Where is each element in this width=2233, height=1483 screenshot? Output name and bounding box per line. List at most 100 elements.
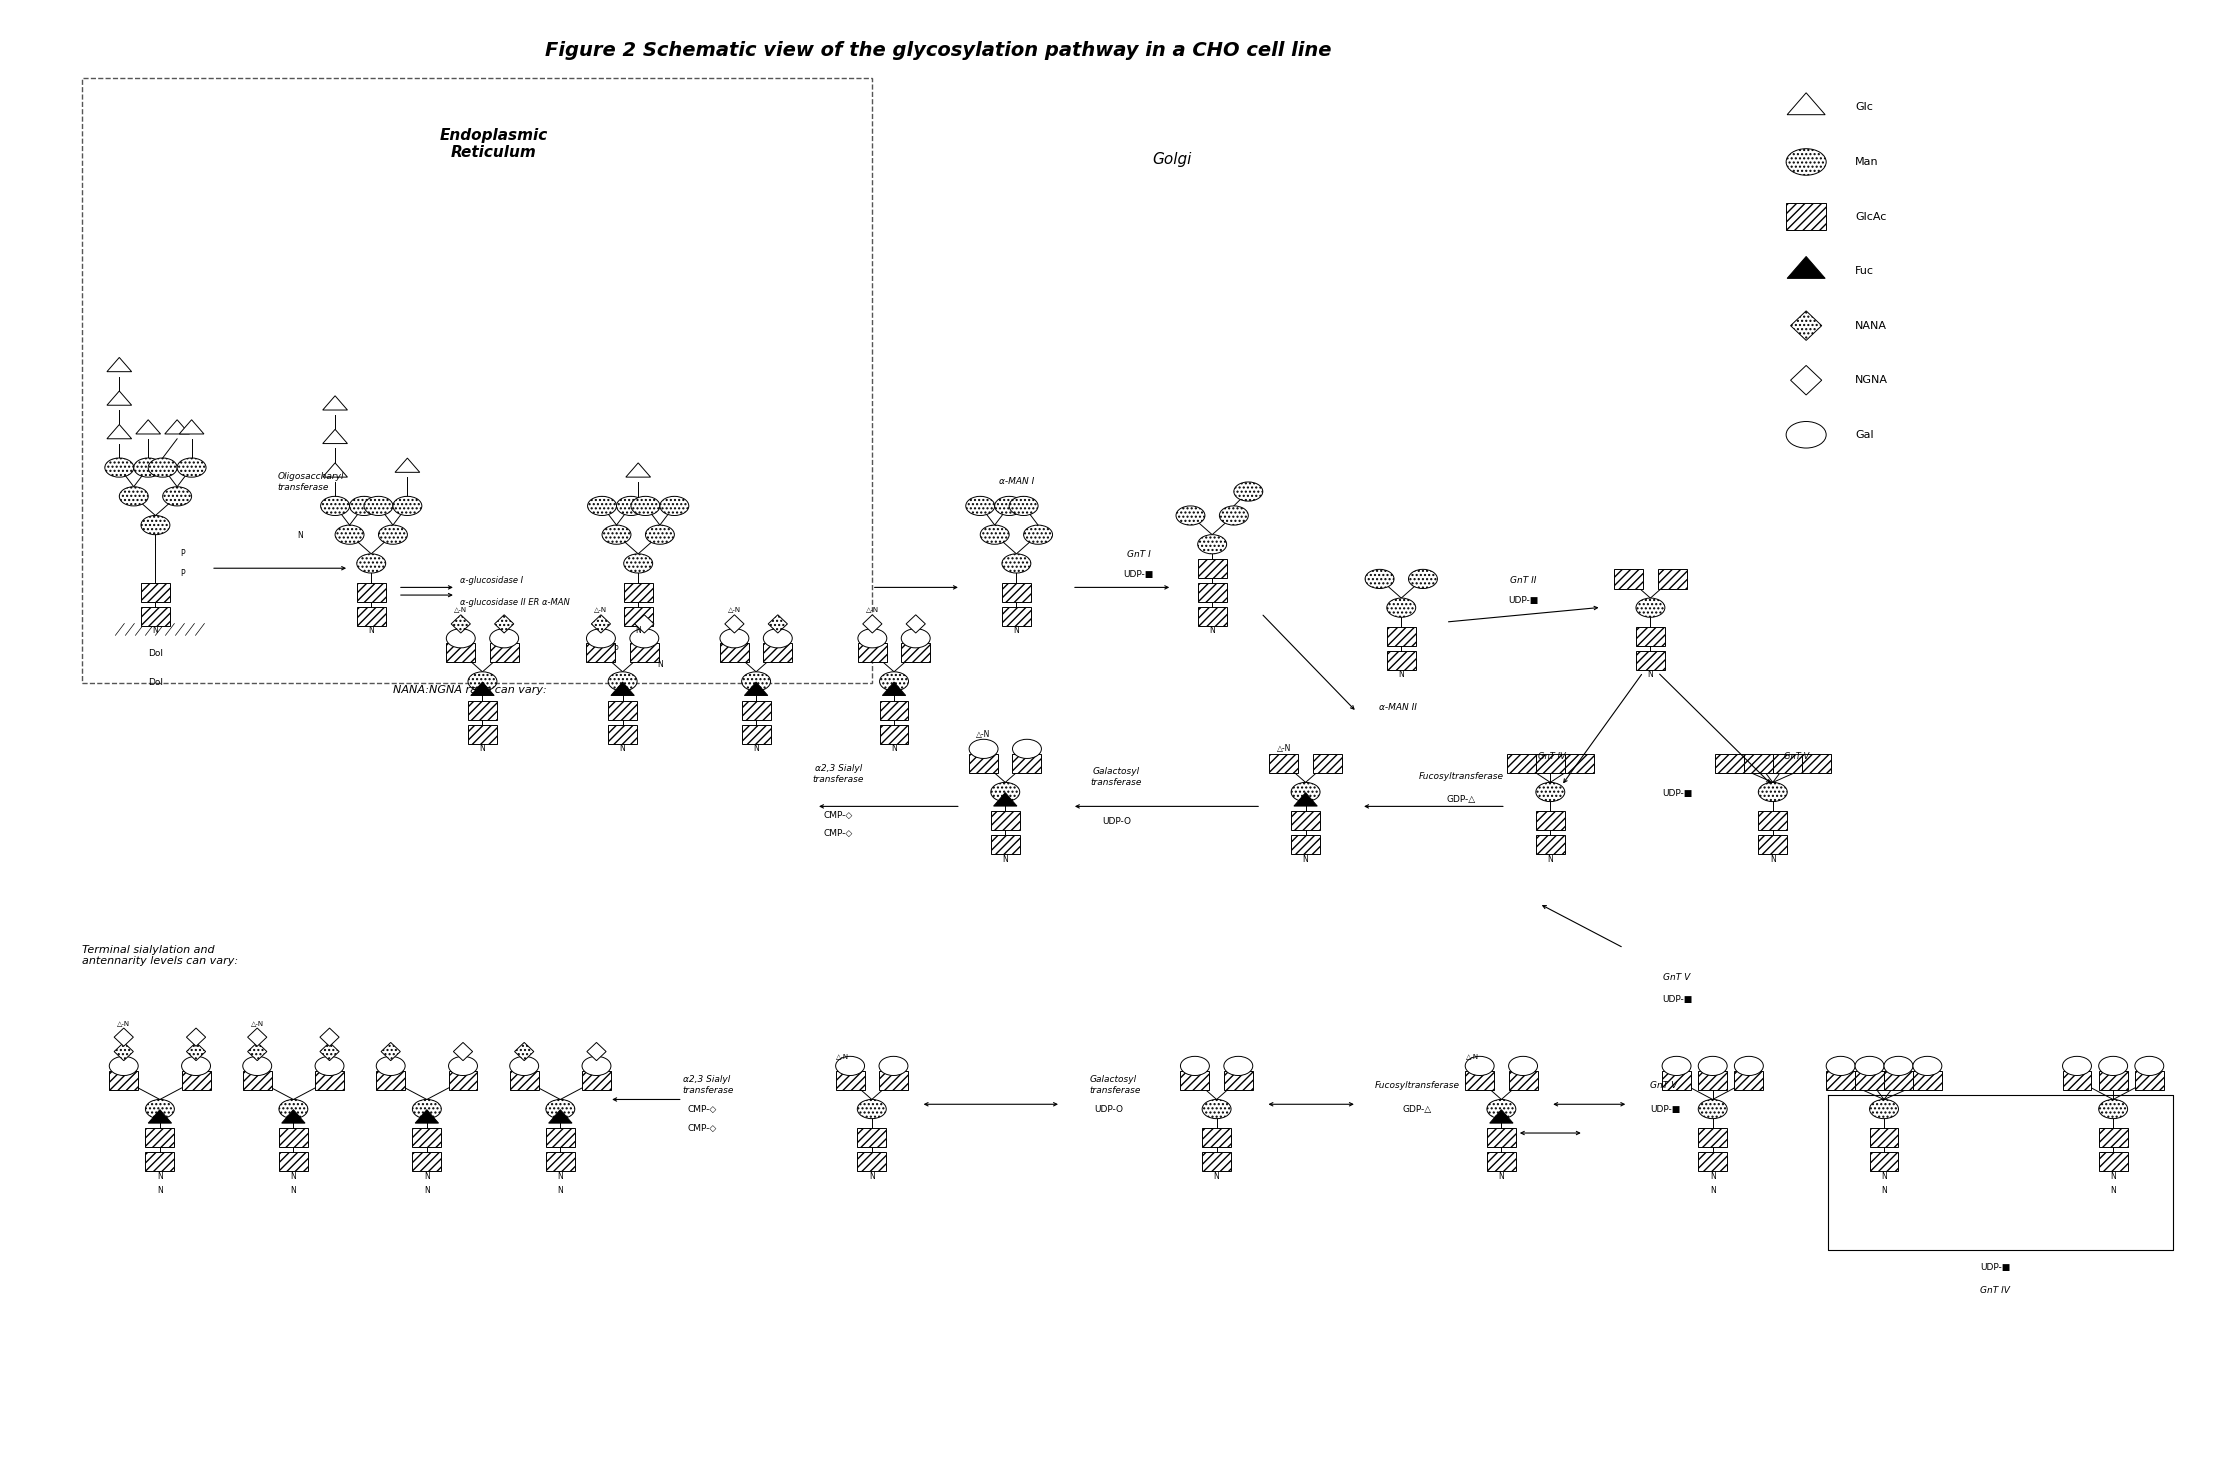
Polygon shape	[179, 420, 203, 435]
Circle shape	[176, 458, 205, 478]
Bar	[1387, 627, 1416, 647]
Circle shape	[623, 553, 652, 572]
Bar	[1291, 811, 1320, 830]
Circle shape	[902, 629, 931, 648]
Circle shape	[509, 1056, 538, 1075]
Circle shape	[2099, 1099, 2128, 1118]
Text: GnT IV: GnT IV	[1981, 1286, 2010, 1295]
Bar	[587, 644, 616, 663]
Bar	[315, 1071, 344, 1090]
Circle shape	[1023, 525, 1052, 544]
Polygon shape	[744, 682, 768, 696]
Bar	[1197, 559, 1226, 578]
Bar	[357, 583, 386, 602]
Circle shape	[351, 497, 377, 516]
Bar	[1012, 753, 1041, 773]
Circle shape	[1224, 1056, 1253, 1075]
Polygon shape	[471, 682, 493, 696]
Bar	[741, 700, 770, 719]
Polygon shape	[549, 1109, 572, 1123]
Text: α-glucosidase II ER α-MAN: α-glucosidase II ER α-MAN	[460, 598, 569, 607]
Circle shape	[1181, 1056, 1210, 1075]
Polygon shape	[1786, 257, 1824, 279]
Polygon shape	[324, 396, 348, 409]
Bar	[2099, 1152, 2128, 1172]
Bar	[880, 700, 909, 719]
Circle shape	[393, 497, 422, 516]
Text: Figure 2 Schematic view of the glycosylation pathway in a CHO cell line: Figure 2 Schematic view of the glycosyla…	[545, 42, 1331, 59]
Text: N: N	[657, 660, 663, 669]
Text: UDP-■: UDP-■	[1650, 1105, 1681, 1114]
Bar	[1757, 835, 1786, 854]
Circle shape	[545, 1099, 574, 1118]
Text: N: N	[1003, 854, 1007, 863]
Text: △-N: △-N	[116, 1020, 130, 1026]
Circle shape	[1827, 1056, 1856, 1075]
Bar	[2135, 1071, 2164, 1090]
Circle shape	[1869, 1099, 1898, 1118]
Bar	[719, 644, 748, 663]
Text: α-MAN II: α-MAN II	[1380, 703, 1418, 712]
Circle shape	[1536, 783, 1565, 802]
Text: Oligosaccharyl
transferase: Oligosaccharyl transferase	[277, 472, 344, 492]
Bar	[141, 583, 170, 602]
Bar	[1536, 753, 1565, 773]
Bar	[1802, 753, 1831, 773]
Bar	[1197, 583, 1226, 602]
Polygon shape	[1786, 93, 1824, 114]
Bar	[1914, 1071, 1943, 1090]
Bar	[1869, 1152, 1898, 1172]
Bar	[447, 644, 476, 663]
Bar	[1735, 1071, 1764, 1090]
Circle shape	[163, 486, 192, 506]
Text: Dol: Dol	[147, 678, 163, 687]
Bar	[880, 1071, 909, 1090]
Text: GDP-△: GDP-△	[1402, 1105, 1431, 1114]
Text: GlcAc: GlcAc	[1856, 212, 1887, 221]
Bar	[243, 1071, 272, 1090]
Circle shape	[181, 1056, 210, 1075]
Text: UDP-■: UDP-■	[1510, 596, 1539, 605]
Bar	[835, 1071, 864, 1090]
Text: Terminal sialylation and
antennarity levels can vary:: Terminal sialylation and antennarity lev…	[83, 945, 239, 965]
Bar	[583, 1071, 612, 1090]
Bar	[1699, 1129, 1726, 1148]
Text: UDP-■: UDP-■	[1123, 569, 1154, 578]
Text: GnT IV: GnT IV	[1539, 752, 1565, 761]
Bar	[1614, 569, 1643, 589]
Text: N: N	[156, 1186, 163, 1195]
Circle shape	[719, 629, 748, 648]
Polygon shape	[587, 1043, 605, 1060]
Text: Endoplasmic
Reticulum: Endoplasmic Reticulum	[440, 128, 547, 160]
Circle shape	[335, 525, 364, 544]
Text: NANA: NANA	[1856, 320, 1887, 331]
Polygon shape	[136, 420, 161, 435]
Bar	[1487, 1129, 1516, 1148]
Polygon shape	[768, 615, 788, 633]
Circle shape	[1510, 1056, 1539, 1075]
Polygon shape	[185, 1043, 205, 1060]
Polygon shape	[107, 392, 132, 405]
Circle shape	[980, 525, 1009, 544]
Text: N: N	[1014, 626, 1018, 635]
Bar	[991, 811, 1020, 830]
Circle shape	[1235, 482, 1264, 501]
Bar	[145, 1129, 174, 1148]
Text: Galactosyl
transferase: Galactosyl transferase	[1090, 1075, 1141, 1094]
Circle shape	[1409, 569, 1438, 589]
Text: N: N	[1302, 854, 1309, 863]
Text: N: N	[1210, 626, 1215, 635]
Bar	[1744, 753, 1773, 773]
Bar	[2099, 1071, 2128, 1090]
Polygon shape	[1293, 792, 1317, 807]
Bar	[1699, 1071, 1726, 1090]
Bar	[1465, 1071, 1494, 1090]
Polygon shape	[514, 1043, 534, 1060]
Text: NGNA: NGNA	[1856, 375, 1889, 386]
Polygon shape	[451, 615, 471, 633]
Bar	[1885, 1071, 1914, 1090]
Text: N: N	[1398, 670, 1405, 679]
Bar	[1699, 1152, 1726, 1172]
Polygon shape	[1489, 1109, 1514, 1123]
Polygon shape	[395, 458, 420, 472]
